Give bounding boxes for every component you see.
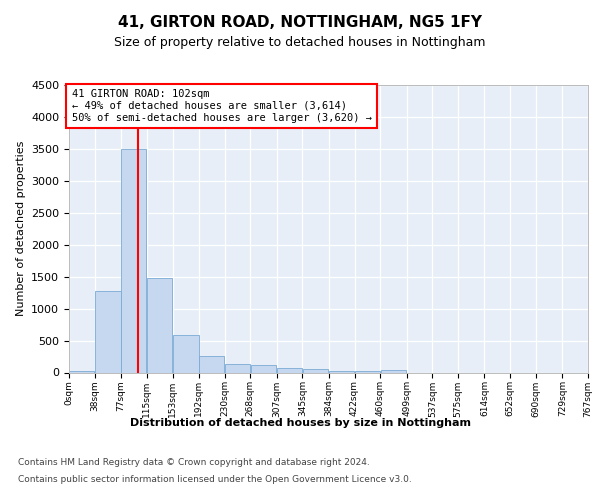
Bar xyxy=(121,149,146,372)
Bar xyxy=(251,365,277,372)
Text: 41 GIRTON ROAD: 102sqm
← 49% of detached houses are smaller (3,614)
50% of semi-: 41 GIRTON ROAD: 102sqm ← 49% of detached… xyxy=(71,90,371,122)
Bar xyxy=(303,370,328,372)
Text: Size of property relative to detached houses in Nottingham: Size of property relative to detached ho… xyxy=(114,36,486,49)
Bar xyxy=(380,370,406,372)
Bar xyxy=(225,364,250,372)
Bar xyxy=(277,368,302,372)
Text: Distribution of detached houses by size in Nottingham: Distribution of detached houses by size … xyxy=(130,418,470,428)
Bar xyxy=(199,356,224,372)
Text: Contains HM Land Registry data © Crown copyright and database right 2024.: Contains HM Land Registry data © Crown c… xyxy=(18,458,370,467)
Y-axis label: Number of detached properties: Number of detached properties xyxy=(16,141,26,316)
Bar xyxy=(95,292,121,372)
Text: 41, GIRTON ROAD, NOTTINGHAM, NG5 1FY: 41, GIRTON ROAD, NOTTINGHAM, NG5 1FY xyxy=(118,15,482,30)
Bar xyxy=(173,336,199,372)
Text: Contains public sector information licensed under the Open Government Licence v3: Contains public sector information licen… xyxy=(18,474,412,484)
Bar xyxy=(355,370,380,372)
Bar xyxy=(147,278,172,372)
Bar xyxy=(70,370,94,372)
Bar xyxy=(329,370,354,372)
